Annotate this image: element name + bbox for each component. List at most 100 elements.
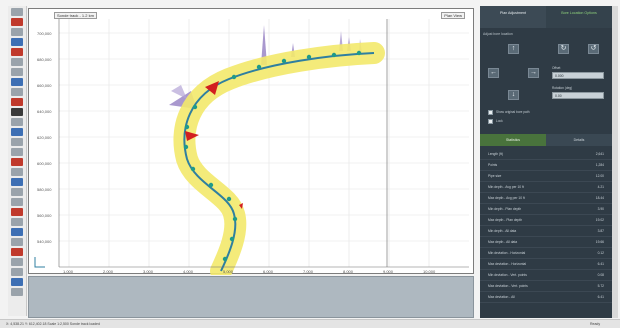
y-tick: 600,000 [37, 161, 52, 166]
stat-value: 3.87 [597, 229, 604, 233]
select-tool-icon[interactable] [11, 8, 23, 16]
rotate-ccw-button[interactable]: ↺ [588, 44, 599, 54]
tab-bore-location-options[interactable]: Bore Location Options [546, 6, 612, 28]
tab-plan-adjustment[interactable]: Plan Adjustment [480, 6, 546, 28]
info-icon[interactable] [11, 228, 23, 236]
x-tick: 7,000 [303, 269, 314, 274]
list-item: Max deviation - Vert. points 5.72 [480, 282, 612, 292]
stat-label: Max depth - Plan depth [488, 218, 523, 222]
rotation-input[interactable]: 0.00 [552, 92, 604, 99]
move-up-button[interactable]: ↑ [508, 44, 519, 54]
rotate-cw-button[interactable]: ↻ [558, 44, 569, 54]
x-tick: 1,000 [63, 269, 74, 274]
text-icon[interactable] [11, 148, 23, 156]
x-tick: 3,000 [143, 269, 154, 274]
profile-view-panel[interactable] [28, 276, 474, 318]
stop-icon[interactable] [11, 208, 23, 216]
close-icon[interactable] [11, 288, 23, 296]
grid-icon[interactable] [11, 118, 23, 126]
stats-subtabs: Statistics Details [480, 134, 612, 146]
stat-value: 3.90 [597, 207, 604, 211]
stat-value: 4.21 [597, 185, 604, 189]
show-original-checkbox[interactable] [488, 110, 493, 115]
plot-title-right: Plan View [441, 12, 465, 19]
stat-value: 6.41 [597, 262, 604, 266]
marker-icon[interactable] [11, 158, 23, 166]
list-item: Min depth - Plan depth 3.90 [480, 205, 612, 215]
fill-icon[interactable] [11, 108, 23, 116]
arrow-left-icon: ← [490, 69, 497, 76]
undo-icon[interactable] [11, 198, 23, 206]
x-tick: 10,000 [423, 269, 436, 274]
x-tick: 5,000 [223, 269, 234, 274]
tab-statistics[interactable]: Statistics [480, 134, 546, 146]
x-tick: 2,000 [103, 269, 114, 274]
tab-details[interactable]: Details [546, 134, 612, 146]
export-icon[interactable] [11, 178, 23, 186]
left-toolbar [8, 6, 27, 316]
plot-title-left: Sonde track - 1.2 km [54, 12, 97, 19]
offset-input[interactable]: 0.000 [552, 72, 604, 79]
status-ready: Ready [590, 322, 601, 326]
more-icon[interactable] [11, 258, 23, 266]
zoom-in-icon[interactable] [11, 38, 23, 46]
stat-value: 5.72 [597, 284, 604, 288]
stat-value: 19.66 [595, 240, 604, 244]
rotate-cw-icon: ↻ [560, 45, 567, 52]
panel-tabs: Plan Adjustment Bore Location Options [480, 6, 612, 28]
list-item: Min deviation - Vert. points 0.08 [480, 271, 612, 281]
stat-value: 19.02 [595, 218, 604, 222]
plan-view-plot[interactable]: 700,000 680,000 660,000 640,000 620,000 … [28, 8, 474, 275]
stat-label: Length (ft) [488, 152, 504, 156]
track-icon[interactable] [11, 128, 23, 136]
move-right-button[interactable]: → [528, 68, 539, 78]
rotation-label: Rotation (deg) [552, 86, 573, 90]
list-item: Max deviation - All 6.41 [480, 293, 612, 303]
list-item: Max depth - All data 19.66 [480, 238, 612, 248]
print-icon[interactable] [11, 188, 23, 196]
move-down-button[interactable]: ↓ [508, 90, 519, 100]
delete-icon[interactable] [11, 48, 23, 56]
list-item: Pipe size 12.00 [480, 172, 612, 182]
x-tick: 4,000 [183, 269, 194, 274]
move-left-button[interactable]: ← [488, 68, 499, 78]
stat-value: 18.44 [595, 196, 604, 200]
stat-label: Min depth - All data [488, 229, 517, 233]
rotate-ccw-icon: ↺ [590, 45, 597, 52]
stat-label: Max deviation - All [488, 295, 515, 299]
ruler-icon[interactable] [11, 88, 23, 96]
status-bar: X: 4,538.21 Y: 612,402.18 Scale 1:2,500 … [0, 319, 620, 328]
record-tool-icon[interactable] [11, 18, 23, 26]
stat-label: Max deviation - Vert. points [488, 284, 528, 288]
lock-icon[interactable] [11, 268, 23, 276]
y-tick: 680,000 [37, 57, 52, 62]
help-icon[interactable] [11, 238, 23, 246]
list-item: Points 1,284 [480, 161, 612, 171]
snap-icon[interactable] [11, 278, 23, 286]
warning-icon[interactable] [11, 248, 23, 256]
list-item: Max depth - Plan depth 19.02 [480, 216, 612, 226]
vertical-scrollbar[interactable] [612, 6, 618, 318]
node-icon[interactable] [11, 138, 23, 146]
stat-value: 0.12 [597, 251, 604, 255]
status-coordinates: X: 4,538.21 Y: 612,402.18 Scale 1:2,500 … [6, 322, 100, 326]
hand-tool-icon[interactable] [11, 28, 23, 36]
warning-flags [185, 81, 243, 209]
y-tick: 560,000 [37, 213, 52, 218]
pan-icon[interactable] [11, 78, 23, 86]
stat-value: 6.41 [597, 295, 604, 299]
layers-icon[interactable] [11, 68, 23, 76]
lock-checkbox[interactable] [488, 119, 493, 124]
arrow-right-icon: → [530, 69, 537, 76]
x-tick-labels: 1,000 2,000 3,000 4,000 5,000 6,000 7,00… [63, 269, 436, 274]
arrow-down-icon: ↓ [511, 91, 516, 98]
y-tick-labels: 700,000 680,000 660,000 640,000 620,000 … [37, 31, 52, 244]
settings-icon[interactable] [11, 168, 23, 176]
show-original-label: Show original bore path [496, 110, 530, 114]
measure-icon[interactable] [11, 58, 23, 66]
flag-icon[interactable] [11, 98, 23, 106]
list-item: Min deviation - Horizontal 0.12 [480, 249, 612, 259]
redo-icon[interactable] [11, 218, 23, 226]
lock-label: Lock [496, 119, 503, 123]
